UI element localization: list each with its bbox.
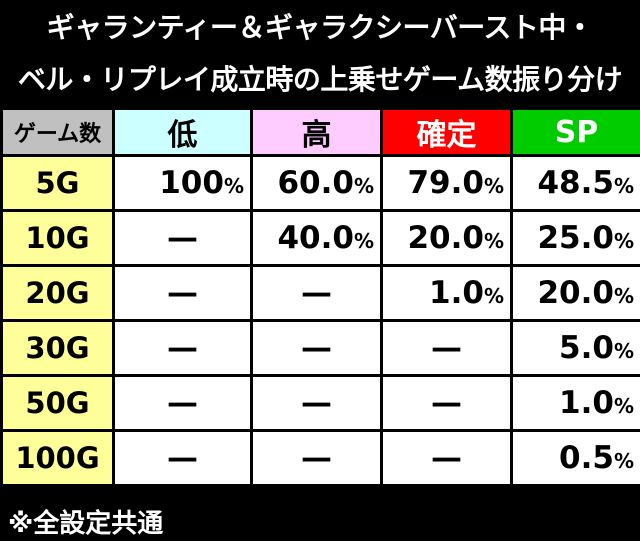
table-row: 30G — — —5.0% — [0, 319, 640, 377]
game-count-cell: 20G — [0, 264, 115, 322]
value-cell: — — [112, 264, 253, 322]
header-cell: SP — [510, 107, 640, 157]
value-cell: 5.0% — [510, 319, 640, 377]
title-line: ベル・リプレイ成立時の上乗せゲーム数振り分け — [17, 63, 623, 96]
value-cell: — — [112, 319, 253, 377]
value-cell: — — [380, 429, 513, 487]
title-line: ギャランティー＆ギャラクシーバースト中・ — [46, 11, 594, 44]
value-cell: — — [250, 319, 383, 377]
value-cell: 48.5% — [510, 154, 640, 212]
table-row: 5G 100% 60.0% 79.0% 48.5% — [0, 154, 640, 212]
value-cell: 60.0% — [250, 154, 383, 212]
value-cell: 1.0% — [380, 264, 513, 322]
game-count-cell: 30G — [0, 319, 115, 377]
value-cell: 40.0% — [250, 209, 383, 267]
game-count-cell: 50G — [0, 374, 115, 432]
header-cell: 確定 — [380, 107, 513, 157]
value-cell: — — [250, 374, 383, 432]
table-row: 50G — — —1.0% — [0, 374, 640, 432]
header-cell: ゲーム数 — [0, 107, 115, 157]
value-cell: — — [112, 209, 253, 267]
value-cell: 100% — [112, 154, 253, 212]
value-cell: — — [250, 429, 383, 487]
table-row: 100G — — —0.5% — [0, 429, 640, 487]
value-cell: — — [250, 264, 383, 322]
table: ゲーム数低高確定 SP 5G 100% 60.0% 79.0% 48.5% 10G —40.0%… — [0, 107, 640, 487]
game-count-cell: 10G — [0, 209, 115, 267]
header-row: ゲーム数低高確定 SP — [0, 107, 640, 157]
value-cell: 25.0% — [510, 209, 640, 267]
value-cell: — — [380, 319, 513, 377]
value-cell: 1.0% — [510, 374, 640, 432]
value-cell: 20.0% — [510, 264, 640, 322]
value-cell: 0.5% — [510, 429, 640, 487]
value-cell: 20.0% — [380, 209, 513, 267]
value-cell: 79.0% — [380, 154, 513, 212]
game-count-cell: 100G — [0, 429, 115, 487]
value-cell: — — [380, 374, 513, 432]
header-cell: 低 — [112, 107, 253, 157]
table-row: 10G —40.0% 20.0% 25.0% — [0, 209, 640, 267]
header-cell: 高 — [250, 107, 383, 157]
table-row: 20G — —1.0% 20.0% — [0, 264, 640, 322]
game-count-cell: 5G — [0, 154, 115, 212]
value-cell: — — [112, 374, 253, 432]
footnote: ※全設定共通 — [8, 509, 164, 539]
value-cell: — — [112, 429, 253, 487]
